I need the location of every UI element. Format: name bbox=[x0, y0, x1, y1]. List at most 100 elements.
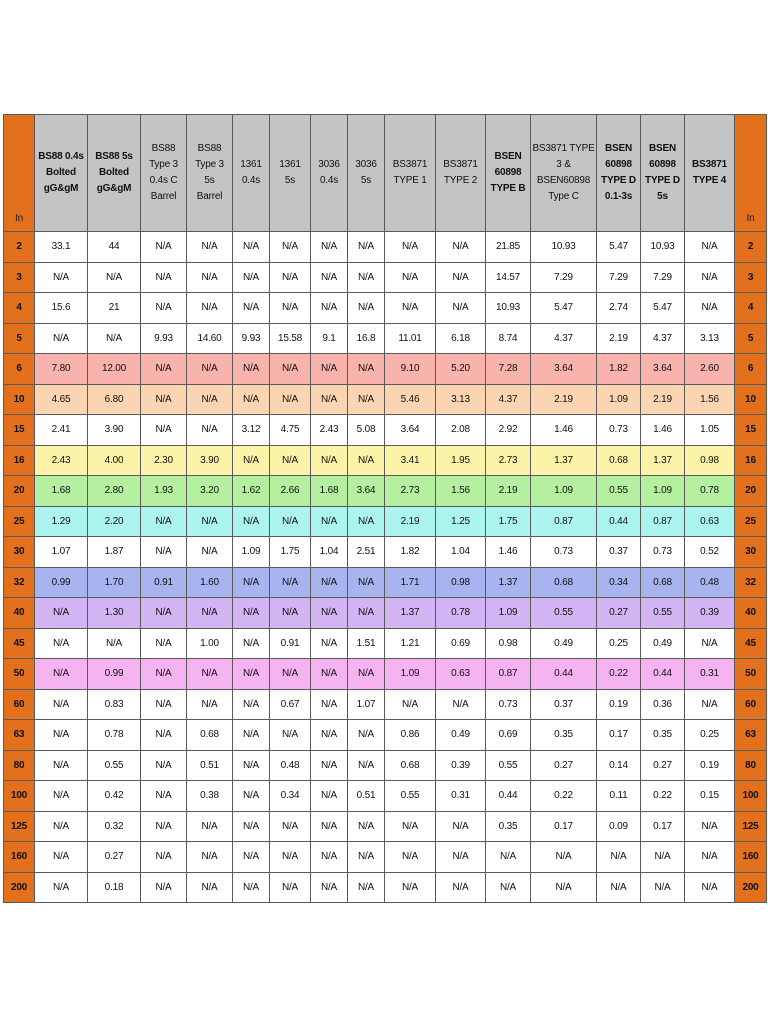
value-cell: N/A bbox=[140, 597, 187, 629]
value-cell: 0.51 bbox=[347, 780, 385, 812]
value-cell: 15.58 bbox=[269, 322, 311, 354]
value-cell: 1.71 bbox=[384, 566, 436, 598]
value-cell: 0.44 bbox=[485, 780, 531, 812]
rating-cell-right: 60 bbox=[734, 688, 767, 720]
value-cell: 0.48 bbox=[684, 566, 735, 598]
value-cell: N/A bbox=[435, 261, 486, 293]
value-cell: N/A bbox=[310, 444, 348, 476]
rating-cell-right: 160 bbox=[734, 841, 767, 873]
value-cell: N/A bbox=[232, 871, 270, 903]
value-cell: N/A bbox=[140, 688, 187, 720]
value-cell: N/A bbox=[34, 322, 88, 354]
table-row: 30 1.07 1.87 N/A N/A 1.09 1.75 1.04 2.51 1.82 1.04… bbox=[3, 536, 767, 568]
value-cell: 0.35 bbox=[640, 719, 685, 751]
column-header: BS88 Type 3 5s Barrel bbox=[186, 114, 233, 232]
value-cell: 1.68 bbox=[310, 475, 348, 507]
value-cell: N/A bbox=[384, 261, 436, 293]
value-cell: N/A bbox=[347, 383, 385, 415]
value-cell: N/A bbox=[347, 749, 385, 781]
table-row: 3 N/A N/A N/A N/A N/A N/A N/A N/A N/A N/A 14.57 7.29… bbox=[3, 261, 767, 293]
value-cell: 0.68 bbox=[384, 749, 436, 781]
value-cell: 11.01 bbox=[384, 322, 436, 354]
column-header: BS3871 TYPE 4 bbox=[684, 114, 735, 232]
value-cell: 6.80 bbox=[87, 383, 141, 415]
value-cell: N/A bbox=[140, 231, 187, 263]
value-cell: 0.87 bbox=[530, 505, 597, 537]
value-cell: 2.74 bbox=[596, 292, 641, 324]
table-row: 10 4.65 6.80 N/A N/A N/A N/A N/A N/A 5.46 3.13 4.37… bbox=[3, 383, 767, 415]
value-cell: 0.98 bbox=[684, 444, 735, 476]
value-cell: 5.47 bbox=[530, 292, 597, 324]
value-cell: 0.67 bbox=[269, 688, 311, 720]
rating-cell-right: 50 bbox=[734, 658, 767, 690]
value-cell: N/A bbox=[310, 810, 348, 842]
value-cell: N/A bbox=[310, 749, 348, 781]
value-cell: N/A bbox=[232, 353, 270, 385]
rating-cell-right: 30 bbox=[734, 536, 767, 568]
value-cell: 2.19 bbox=[384, 505, 436, 537]
value-cell: 1.05 bbox=[684, 414, 735, 446]
value-cell: 0.55 bbox=[596, 475, 641, 507]
value-cell: 0.83 bbox=[87, 688, 141, 720]
value-cell: 7.80 bbox=[34, 353, 88, 385]
value-cell: 0.44 bbox=[530, 658, 597, 690]
value-cell: N/A bbox=[140, 261, 187, 293]
value-cell: 0.25 bbox=[596, 627, 641, 659]
value-cell: 0.22 bbox=[530, 780, 597, 812]
value-cell: N/A bbox=[640, 871, 685, 903]
value-cell: N/A bbox=[347, 261, 385, 293]
value-cell: N/A bbox=[684, 810, 735, 842]
table-row: 100 N/A 0.42 N/A 0.38 N/A 0.34 N/A 0.51 0.55 0.31 0… bbox=[3, 780, 767, 812]
value-cell: N/A bbox=[384, 871, 436, 903]
header-row: In BS88 0.4s Bolted gG&gM BS88 5s Bolted … bbox=[3, 114, 767, 232]
value-cell: 0.86 bbox=[384, 719, 436, 751]
column-header: 3036 0.4s bbox=[310, 114, 348, 232]
value-cell: N/A bbox=[435, 810, 486, 842]
value-cell: 0.19 bbox=[596, 688, 641, 720]
table-row: 63 N/A 0.78 N/A 0.68 N/A N/A N/A N/A 0.86 0.49 0.69… bbox=[3, 719, 767, 751]
value-cell: 7.29 bbox=[640, 261, 685, 293]
value-cell: 1.70 bbox=[87, 566, 141, 598]
value-cell: 5.47 bbox=[596, 231, 641, 263]
value-cell: N/A bbox=[269, 566, 311, 598]
value-cell: 0.63 bbox=[684, 505, 735, 537]
value-cell: N/A bbox=[310, 688, 348, 720]
value-cell: N/A bbox=[684, 841, 735, 873]
value-cell: 0.48 bbox=[269, 749, 311, 781]
value-cell: N/A bbox=[435, 231, 486, 263]
value-cell: 0.49 bbox=[530, 627, 597, 659]
value-cell: N/A bbox=[269, 292, 311, 324]
value-cell: 2.19 bbox=[530, 383, 597, 415]
table-row: 60 N/A 0.83 N/A N/A N/A 0.67 N/A 1.07 N/A N/A 0.73 0… bbox=[3, 688, 767, 720]
value-cell: N/A bbox=[87, 322, 141, 354]
value-cell: 0.22 bbox=[640, 780, 685, 812]
rating-cell-left: 6 bbox=[3, 353, 35, 385]
value-cell: 4.00 bbox=[87, 444, 141, 476]
table-body: 2 33.1 44 N/A N/A N/A N/A N/A N/A N/A N/A 21.85 10.9… bbox=[3, 231, 767, 903]
value-cell: N/A bbox=[140, 841, 187, 873]
value-cell: 1.09 bbox=[485, 597, 531, 629]
value-cell: 0.34 bbox=[596, 566, 641, 598]
rating-cell-right: 40 bbox=[734, 597, 767, 629]
value-cell: 3.13 bbox=[684, 322, 735, 354]
value-cell: 1.07 bbox=[34, 536, 88, 568]
value-cell: N/A bbox=[310, 261, 348, 293]
value-cell: N/A bbox=[140, 780, 187, 812]
column-header: BSEN 60898 TYPE D 5s bbox=[640, 114, 685, 232]
rating-cell-right: 200 bbox=[734, 871, 767, 903]
value-cell: N/A bbox=[232, 261, 270, 293]
value-cell: 2.19 bbox=[640, 383, 685, 415]
value-cell: N/A bbox=[186, 688, 233, 720]
value-cell: 0.68 bbox=[186, 719, 233, 751]
column-header: BS3871 TYPE 1 bbox=[384, 114, 436, 232]
table-row: 200 N/A 0.18 N/A N/A N/A N/A N/A N/A N/A N/A N/A N/A… bbox=[3, 871, 767, 903]
value-cell: 0.55 bbox=[640, 597, 685, 629]
value-cell: 7.29 bbox=[596, 261, 641, 293]
value-cell: 1.25 bbox=[435, 505, 486, 537]
value-cell: N/A bbox=[435, 688, 486, 720]
value-cell: 1.68 bbox=[34, 475, 88, 507]
rating-cell-left: 25 bbox=[3, 505, 35, 537]
value-cell: 1.56 bbox=[435, 475, 486, 507]
value-cell: 0.73 bbox=[530, 536, 597, 568]
value-cell: N/A bbox=[232, 566, 270, 598]
